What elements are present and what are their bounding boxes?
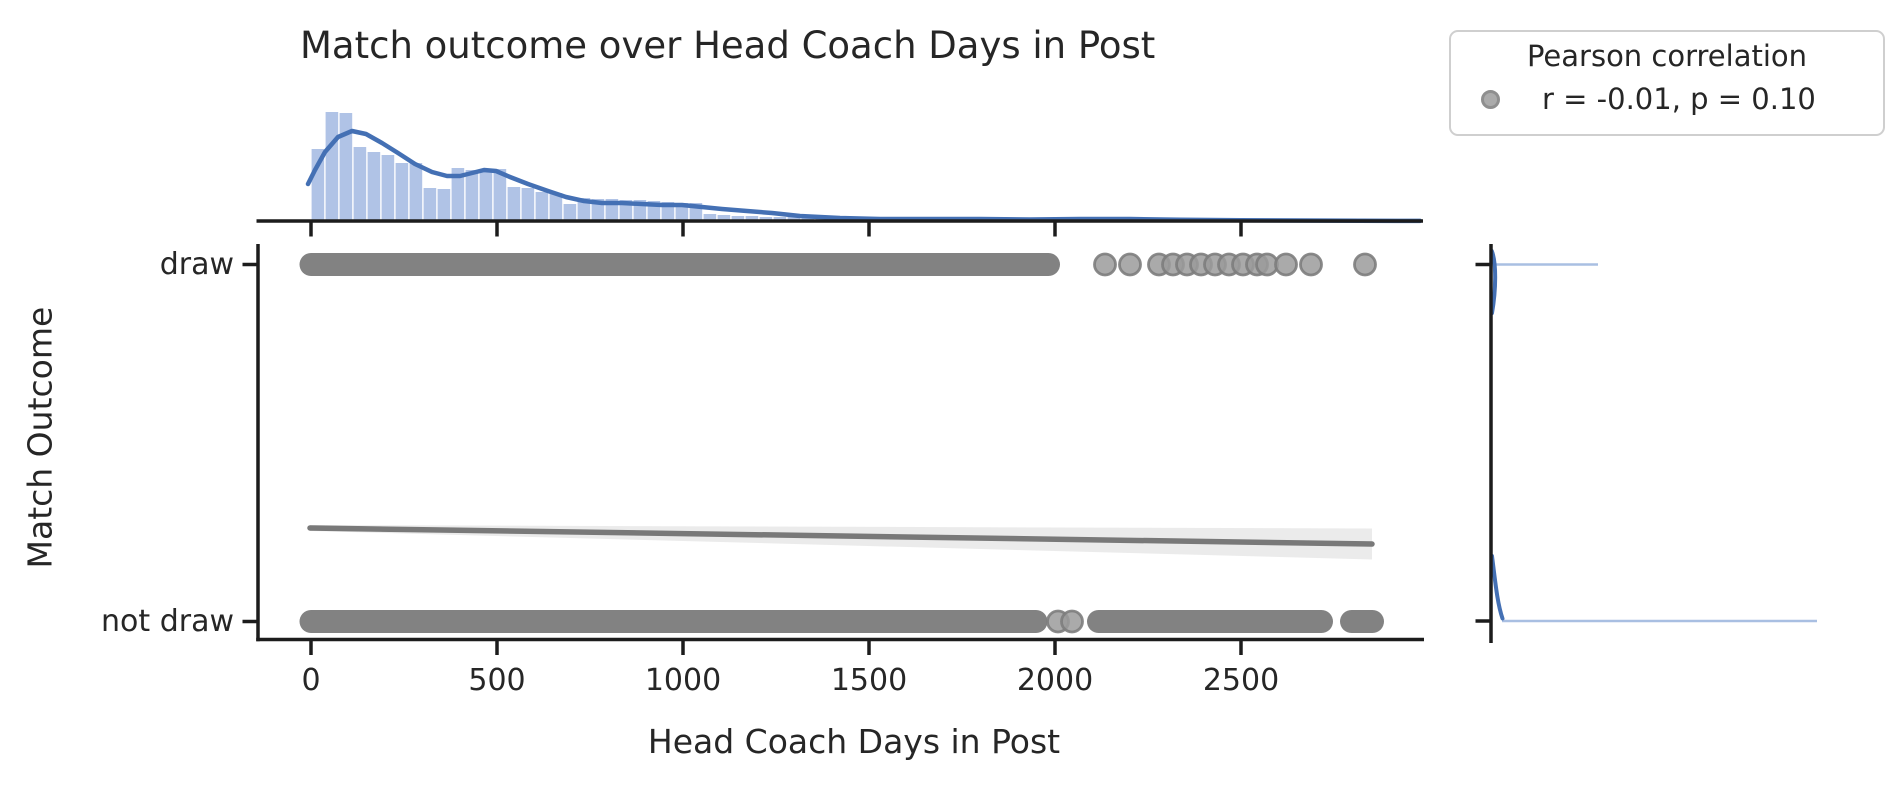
- histogram-bar: [577, 198, 591, 221]
- histogram-bar: [325, 112, 339, 221]
- histogram-bar: [493, 169, 507, 221]
- scatter-dot-draw: [1118, 252, 1142, 277]
- y-category-label: draw: [159, 246, 234, 282]
- scatter-marker-icon: [1481, 89, 1500, 109]
- x-tick-label: 1500: [830, 663, 908, 698]
- scatter-dot-draw: [1353, 252, 1377, 277]
- x-tick-label: 0: [301, 663, 321, 698]
- histogram-bar: [479, 170, 493, 221]
- histogram-bar: [507, 187, 521, 221]
- legend: Pearson correlation r = -0.01, p = 0.10: [1449, 30, 1885, 136]
- chart-title: Match outcome over Head Coach Days in Po…: [300, 24, 1156, 67]
- histogram-bar: [353, 147, 367, 221]
- histogram-bar: [451, 168, 465, 221]
- histogram-bar: [787, 217, 801, 221]
- right-kde-curve: [1490, 554, 1505, 621]
- legend-entry-label: r = -0.01, p = 0.10: [1542, 82, 1816, 116]
- histogram-bar: [367, 152, 381, 221]
- scatter-band-not-draw: [1087, 610, 1333, 633]
- y-category-label: not draw: [101, 603, 234, 639]
- x-tick-label: 2500: [1202, 663, 1280, 698]
- scatter-dot-not-draw: [1060, 609, 1084, 634]
- histogram-bar: [339, 113, 353, 221]
- right-kde-curve: [1489, 249, 1498, 315]
- scatter-dot-draw: [1274, 252, 1298, 277]
- histogram-bar: [717, 215, 731, 221]
- scatter-dot-draw: [1299, 252, 1323, 277]
- regression-line: [307, 525, 1375, 547]
- histogram-bar: [745, 216, 759, 221]
- histogram-bar: [549, 193, 563, 221]
- histogram-bar: [521, 188, 535, 221]
- x-tick-label: 500: [468, 663, 526, 698]
- x-axis-label: Head Coach Days in Post: [647, 722, 1061, 761]
- histogram-bar: [773, 217, 787, 221]
- histogram-bar: [563, 204, 577, 221]
- legend-title: Pearson correlation: [1526, 39, 1808, 73]
- scatter-band-not-draw: [1340, 610, 1384, 633]
- histogram-bar: [465, 170, 479, 221]
- histogram-bar: [423, 188, 437, 221]
- histogram-bar: [437, 189, 451, 221]
- x-tick-label: 1000: [644, 663, 722, 698]
- scatter-band-not-draw: [299, 610, 1048, 633]
- scatter-band-draw: [299, 253, 1060, 276]
- histogram-bar: [759, 217, 773, 221]
- histogram-bar: [395, 163, 409, 221]
- histogram-bar: [535, 192, 549, 221]
- legend-entry-row: r = -0.01, p = 0.10: [1481, 82, 1883, 116]
- scatter-dot-draw: [1093, 252, 1117, 277]
- x-tick-label: 2000: [1016, 663, 1094, 698]
- histogram-bar: [409, 163, 423, 221]
- histogram-bar: [731, 216, 745, 221]
- histogram-bar: [381, 155, 395, 221]
- histogram-bar: [703, 214, 717, 221]
